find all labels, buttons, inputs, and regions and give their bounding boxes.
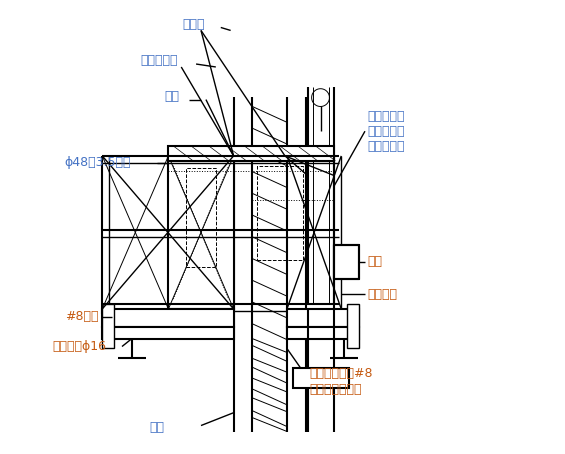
Text: 槽钢用铅丝扎紧: 槽钢用铅丝扎紧	[310, 384, 362, 396]
Text: 大钢管套小: 大钢管套小	[367, 110, 405, 123]
Bar	[347, 304, 359, 349]
Text: 钢管组成活: 钢管组成活	[367, 125, 405, 138]
Bar	[102, 309, 233, 327]
Bar	[102, 304, 114, 349]
Bar	[186, 168, 216, 266]
Bar	[293, 368, 349, 388]
Text: 绳梯: 绳梯	[164, 90, 179, 103]
Text: 钢柱: 钢柱	[149, 421, 164, 434]
Text: 脚手板两端与#8: 脚手板两端与#8	[310, 367, 373, 380]
Text: ϕ48＊3.5钢管: ϕ48＊3.5钢管	[65, 156, 131, 169]
Text: 动栏杆立杆: 动栏杆立杆	[367, 139, 405, 153]
Bar	[257, 166, 303, 260]
Text: 落差保护器: 落差保护器	[141, 54, 179, 67]
Text: 安全带: 安全带	[183, 18, 205, 31]
Bar	[168, 156, 233, 309]
Text: #8槽钢: #8槽钢	[65, 311, 98, 323]
Text: 施工人员: 施工人员	[367, 288, 397, 301]
Bar	[102, 327, 233, 339]
Bar	[168, 146, 334, 161]
Bar	[287, 309, 359, 327]
Text: 电焊: 电焊	[367, 255, 382, 268]
Bar	[287, 327, 359, 339]
Bar	[334, 245, 359, 279]
Text: 双头螺栓ϕ16: 双头螺栓ϕ16	[53, 340, 107, 353]
